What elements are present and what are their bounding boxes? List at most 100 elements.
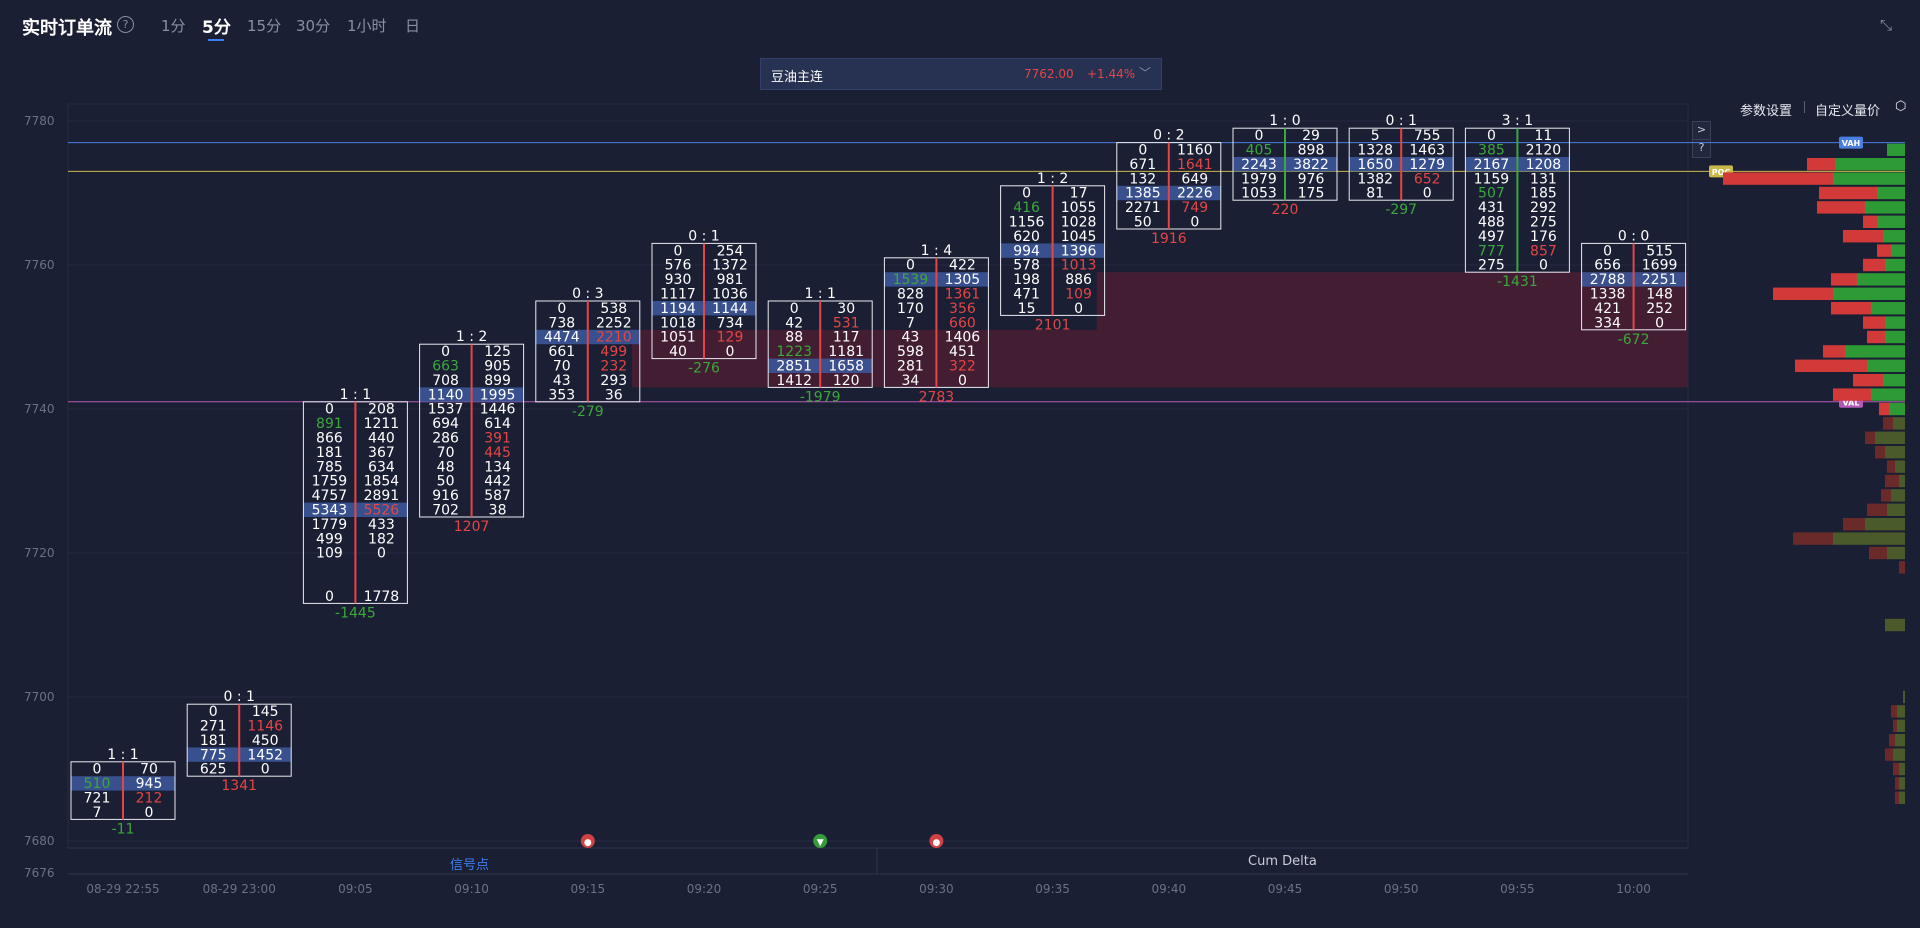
bid-volume: 828 [897, 287, 924, 303]
settings-hex-icon[interactable]: ⬡ [1895, 99, 1907, 114]
bid-volume: 1979 [1241, 171, 1277, 187]
profile-bar-sell [1819, 186, 1877, 200]
tab-30min[interactable]: 30分 [296, 17, 331, 35]
bid-volume: 271 [200, 719, 227, 735]
bar-head-label: 1 : 0 [1269, 113, 1300, 129]
bid-volume: 0 [441, 344, 450, 360]
bid-volume: 2243 [1241, 157, 1277, 173]
bar-frame [1348, 127, 1454, 201]
y-tick-label: 7676 [24, 866, 55, 880]
ask-volume: 734 [717, 315, 744, 331]
y-tick-label: 7700 [24, 690, 55, 704]
bar-delta: 2101 [1035, 317, 1071, 333]
ask-volume: 1055 [1061, 200, 1097, 216]
profile-bar-buy [1865, 518, 1905, 531]
ask-volume: 134 [484, 459, 511, 475]
ask-volume: 1181 [828, 344, 864, 360]
profile-bar-buy [1895, 460, 1905, 473]
poc-row-highlight [652, 301, 756, 316]
ref-label-poc: POC [1712, 168, 1731, 177]
bid-volume: 994 [1013, 243, 1040, 259]
help-icon[interactable]: ? [117, 16, 134, 33]
bar-frame [1464, 127, 1570, 273]
profile-bar-sell [1867, 503, 1887, 516]
bid-volume: 499 [316, 531, 343, 547]
ask-volume: 212 [136, 791, 163, 807]
collapse-icon[interactable]: ⤡ [1880, 16, 1893, 34]
bid-volume: 1539 [893, 272, 929, 288]
ask-volume: 442 [484, 474, 511, 490]
bid-volume: 661 [548, 344, 575, 360]
ask-volume: 254 [717, 243, 744, 259]
profile-bar-sell [1831, 273, 1857, 286]
tab-signal-points[interactable]: 信号点 [450, 858, 490, 873]
bid-volume: 891 [316, 416, 343, 432]
ask-volume: 660 [949, 315, 976, 331]
ask-volume: 1208 [1526, 157, 1562, 173]
ask-volume: 515 [1646, 243, 1673, 259]
bid-volume: 70 [437, 445, 455, 461]
help-button[interactable]: ? [1692, 139, 1711, 158]
ask-volume: 2120 [1526, 143, 1562, 159]
custom-volume-price-link[interactable]: 自定义量价 [1815, 104, 1881, 119]
ask-volume: 5526 [364, 503, 400, 519]
ask-volume: 749 [1181, 200, 1208, 216]
ask-volume: 356 [949, 301, 976, 317]
ask-volume: 36 [605, 387, 623, 403]
ask-volume: 0 [261, 762, 270, 778]
ask-volume: 0 [1190, 215, 1199, 231]
ask-volume: 649 [1181, 171, 1208, 187]
ask-volume: 11 [1534, 128, 1552, 144]
ask-volume: 0 [726, 344, 735, 360]
tab-1hour[interactable]: 1小时 [347, 17, 387, 35]
tab-15min[interactable]: 15分 [247, 17, 282, 35]
ask-volume: 1211 [364, 416, 400, 432]
y-tick-label: 7740 [24, 402, 55, 416]
ask-volume: 1406 [945, 330, 981, 346]
ask-volume: 148 [1646, 287, 1673, 303]
bid-volume: 1759 [312, 474, 348, 490]
tab-1min[interactable]: 1分 [161, 17, 186, 35]
tab-cum-delta[interactable]: Cum Delta [1248, 854, 1317, 869]
ask-volume: 1995 [480, 387, 516, 403]
ask-volume: 898 [1298, 143, 1325, 159]
ask-volume: 976 [1298, 171, 1325, 187]
bar-frame [419, 343, 525, 518]
expand-panel-button[interactable]: > [1692, 121, 1711, 140]
profile-bar-sell [1833, 388, 1871, 401]
tab-day[interactable]: 日 [405, 17, 421, 35]
profile-bar-buy [1891, 489, 1905, 502]
bid-volume: 353 [548, 387, 575, 403]
bid-volume: 405 [1246, 143, 1273, 159]
bid-volume: 721 [84, 791, 111, 807]
params-settings-link[interactable]: 参数设置 [1740, 104, 1793, 119]
bid-volume: 785 [316, 459, 343, 475]
ask-volume: 755 [1414, 128, 1441, 144]
bid-volume: 1223 [776, 344, 812, 360]
bid-volume: 181 [316, 445, 343, 461]
profile-bar-buy [1893, 748, 1905, 761]
symbol-selector[interactable]: 豆油主连 7762.00 +1.44% ﹀ [760, 58, 1162, 90]
ask-volume: 886 [1065, 272, 1092, 288]
x-tick-label: 09:10 [454, 882, 489, 896]
ask-volume: 857 [1530, 243, 1557, 259]
ask-volume: 1028 [1061, 215, 1097, 231]
bid-volume: 507 [1478, 186, 1505, 202]
footprint-bar: 1 : 1 0 208 891 1211 866 440 181 367 785 634 1759 18… [302, 387, 408, 621]
profile-bar-sell [1875, 446, 1885, 459]
profile-bar-buy [1833, 532, 1905, 545]
bid-volume: 930 [665, 272, 692, 288]
bid-volume: 0 [1603, 243, 1612, 259]
signal-marker [813, 834, 828, 848]
x-tick-label: 09:50 [1384, 882, 1419, 896]
tab-5min[interactable]: 5分 [202, 18, 231, 38]
poc-row-highlight [71, 776, 175, 791]
profile-bar-sell [1867, 330, 1885, 344]
bid-volume: 334 [1594, 315, 1621, 331]
app-title: 实时订单流 [22, 18, 112, 39]
bid-volume: 1412 [776, 373, 812, 389]
bid-volume: 88 [785, 330, 803, 346]
ask-volume: 2891 [364, 488, 400, 504]
bar-frame [1116, 142, 1222, 230]
